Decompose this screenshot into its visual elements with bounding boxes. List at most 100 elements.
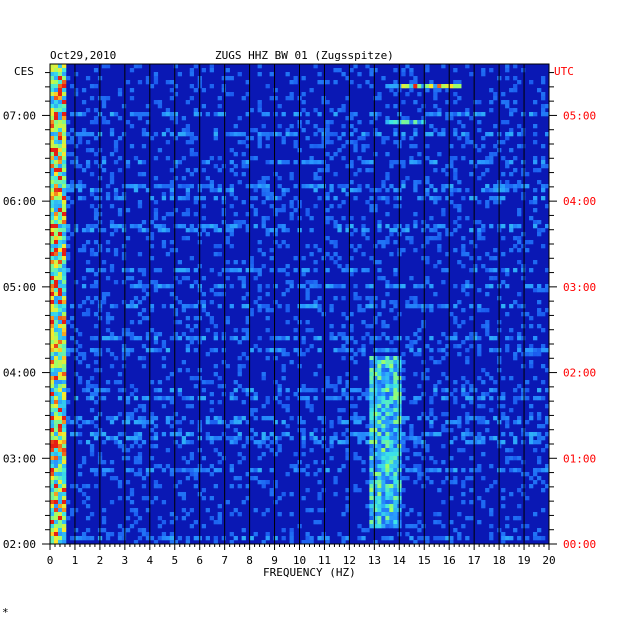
heatmap-cell: [57, 172, 63, 177]
heatmap-cell: [57, 416, 63, 421]
heatmap-cell: [121, 184, 127, 189]
heatmap-cell: [57, 232, 63, 237]
heatmap-cell: [477, 256, 482, 261]
heatmap-cell: [317, 284, 322, 289]
heatmap-cell: [345, 116, 350, 121]
heatmap-cell: [149, 456, 155, 461]
heatmap-cell: [313, 124, 318, 129]
heatmap-cell: [329, 304, 334, 309]
heatmap-cell: [93, 400, 99, 405]
heatmap-cell: [437, 488, 442, 493]
heatmap-cell: [509, 376, 514, 381]
heatmap-cell: [89, 96, 95, 101]
heatmap-cell: [405, 304, 410, 309]
heatmap-cell: [373, 112, 378, 117]
heatmap-cell: [153, 208, 159, 213]
heatmap-cell: [61, 208, 67, 213]
heatmap-cell: [345, 192, 350, 197]
heatmap-cell: [229, 540, 234, 545]
heatmap-cell: [53, 316, 59, 321]
heatmap-cell: [317, 440, 322, 445]
heatmap-cell: [249, 428, 254, 433]
heatmap-cell: [73, 184, 79, 189]
heatmap-cell: [453, 388, 458, 393]
heatmap-cell: [61, 516, 67, 521]
heatmap-cell: [169, 248, 175, 253]
heatmap-cell: [253, 208, 258, 213]
heatmap-cell: [217, 376, 222, 381]
heatmap-cell: [369, 496, 374, 501]
heatmap-cell: [165, 128, 171, 133]
heatmap-cell: [413, 248, 418, 253]
heatmap-cell: [453, 436, 458, 441]
heatmap-cell: [50, 128, 55, 133]
heatmap-cell: [421, 84, 426, 89]
heatmap-cell: [257, 108, 262, 113]
heatmap-cell: [513, 436, 518, 441]
heatmap-cell: [125, 420, 131, 425]
heatmap-cell: [473, 416, 478, 421]
heatmap-cell: [341, 432, 346, 437]
heatmap-cell: [301, 496, 306, 501]
heatmap-cell: [509, 248, 514, 253]
heatmap-cell: [65, 184, 71, 189]
heatmap-cell: [121, 256, 127, 261]
heatmap-cell: [50, 368, 55, 373]
heatmap-cell: [50, 324, 55, 329]
heatmap-cell: [57, 348, 63, 353]
heatmap-cell: [401, 352, 406, 357]
heatmap-cell: [169, 520, 175, 525]
heatmap-cell: [541, 488, 546, 493]
heatmap-cell: [301, 352, 306, 357]
heatmap-cell: [101, 168, 107, 173]
heatmap-cell: [413, 180, 418, 185]
heatmap-cell: [377, 500, 382, 505]
heatmap-cell: [345, 264, 350, 269]
heatmap-cell: [401, 284, 406, 289]
heatmap-cell: [105, 320, 111, 325]
heatmap-cell: [121, 444, 127, 449]
heatmap-cell: [57, 92, 63, 97]
heatmap-cell: [129, 436, 135, 441]
heatmap-cell: [181, 196, 187, 201]
heatmap-cell: [541, 536, 546, 541]
heatmap-cell: [221, 164, 226, 169]
heatmap-cell: [393, 316, 398, 321]
heatmap-cell: [373, 524, 378, 529]
heatmap-cell: [61, 340, 67, 345]
heatmap-cell: [369, 340, 374, 345]
heatmap-cell: [401, 440, 406, 445]
heatmap-cell: [345, 224, 350, 229]
heatmap-cell: [57, 264, 63, 269]
heatmap-cell: [541, 92, 546, 97]
heatmap-cell: [273, 480, 278, 485]
heatmap-cell: [441, 280, 446, 285]
heatmap-cell: [413, 160, 418, 165]
heatmap-cell: [73, 528, 79, 533]
heatmap-cell: [373, 412, 378, 417]
heatmap-cell: [325, 152, 330, 157]
heatmap-cell: [61, 352, 67, 357]
heatmap-cell: [229, 532, 234, 537]
heatmap-cell: [57, 320, 63, 325]
heatmap-cell: [461, 112, 466, 117]
heatmap-cell: [417, 352, 422, 357]
heatmap-cell: [181, 276, 187, 281]
heatmap-cell: [413, 284, 418, 289]
heatmap-cell: [509, 336, 514, 341]
heatmap-cell: [369, 168, 374, 173]
heatmap-cell: [341, 72, 346, 77]
heatmap-cell: [465, 252, 470, 257]
heatmap-cell: [517, 184, 522, 189]
heatmap-cell: [349, 324, 354, 329]
heatmap-cell: [50, 520, 55, 525]
heatmap-cell: [353, 292, 358, 297]
heatmap-cell: [453, 172, 458, 177]
heatmap-cell: [385, 372, 390, 377]
heatmap-cell: [157, 536, 163, 541]
heatmap-cell: [53, 116, 59, 121]
heatmap-cell: [105, 536, 111, 541]
heatmap-cell: [61, 448, 67, 453]
heatmap-cell: [129, 300, 135, 305]
heatmap-cell: [353, 172, 358, 177]
